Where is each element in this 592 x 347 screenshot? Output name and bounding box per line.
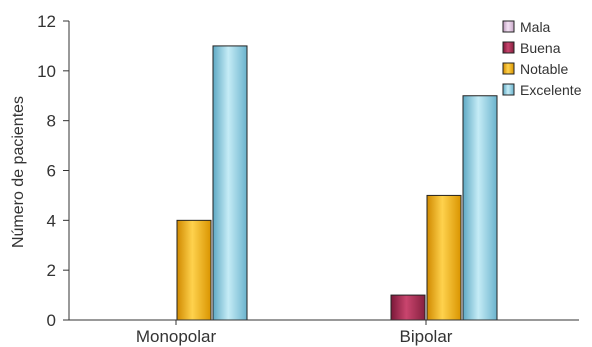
bar-notable-monopolar bbox=[176, 219, 212, 321]
bar-notable-bipolar bbox=[426, 194, 462, 321]
bar-buena-bipolar bbox=[390, 294, 426, 321]
legend-label-mala: Mala bbox=[520, 19, 551, 35]
y-tick-label: 0 bbox=[47, 311, 56, 330]
y-tick-label: 2 bbox=[47, 261, 56, 280]
legend: Mala Buena Notable Excelente bbox=[502, 19, 582, 98]
x-tick-label: Bipolar bbox=[400, 327, 453, 346]
y-axis-title: Número de pacientes bbox=[10, 96, 27, 248]
y-tick-label: 6 bbox=[47, 162, 56, 181]
x-ticks: Monopolar Bipolar bbox=[136, 320, 453, 346]
y-tick-label: 12 bbox=[37, 12, 56, 31]
legend-swatch-mala bbox=[502, 20, 515, 33]
legend-swatch-buena bbox=[502, 41, 515, 54]
plot-area: 0 2 4 6 8 10 12 Monopolar Bipolar bbox=[37, 12, 579, 346]
bar-excelente-monopolar bbox=[212, 45, 248, 321]
bar-excelente-bipolar bbox=[462, 95, 498, 321]
y-tick-label: 4 bbox=[47, 211, 56, 230]
bars-group bbox=[176, 45, 498, 321]
x-tick-label: Monopolar bbox=[136, 327, 217, 346]
legend-label-excelente: Excelente bbox=[520, 82, 582, 98]
legend-label-notable: Notable bbox=[520, 61, 568, 77]
legend-label-buena: Buena bbox=[520, 40, 561, 56]
legend-swatch-notable bbox=[502, 62, 515, 75]
legend-swatch-excelente bbox=[502, 83, 515, 96]
y-tick-label: 8 bbox=[47, 112, 56, 131]
y-ticks: 0 2 4 6 8 10 12 bbox=[37, 12, 69, 330]
y-tick-label: 10 bbox=[37, 62, 56, 81]
